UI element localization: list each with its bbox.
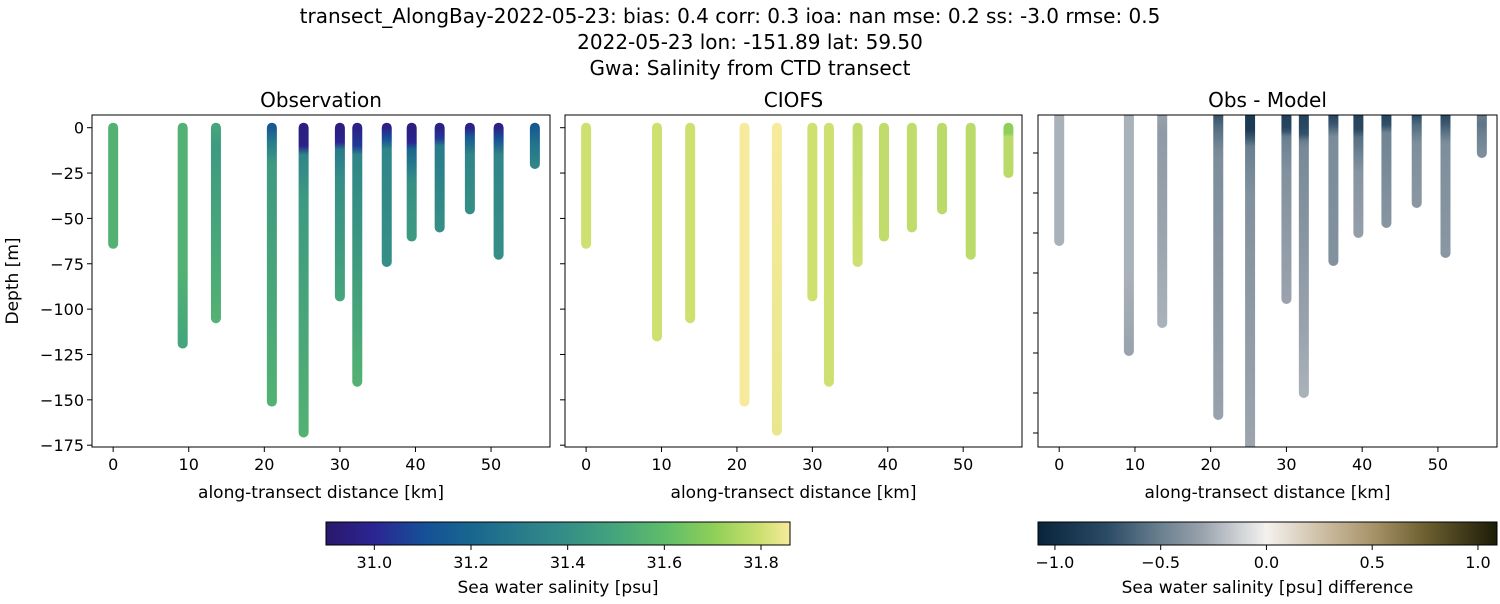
x-tick-label: 40 <box>1352 455 1372 474</box>
colorbar-gradient <box>325 521 791 546</box>
x-tick-label: 40 <box>405 455 425 474</box>
colorbar-tick-label: 31.4 <box>550 553 586 572</box>
panel-ciofs: CIOFS 0 10 20 30 40 50 along-transect distance … <box>560 88 1023 503</box>
x-tick-label: 50 <box>481 455 501 474</box>
axes-frame <box>91 114 551 448</box>
y-tick-label: −100 <box>40 300 84 319</box>
axes-frame <box>1037 114 1498 448</box>
figure-title-line-3: Gwa: Salinity from CTD transect <box>590 56 911 80</box>
colorbar-tick-label: 31.0 <box>357 553 393 572</box>
panel-observation: Observation 0 10 20 30 40 50 0 −25 −50 −75 −100 −125… <box>3 88 551 503</box>
casts <box>581 122 1014 436</box>
colorbar-tick-label: 1.0 <box>1465 553 1490 572</box>
figure-title-line-2: 2022-05-23 lon: -151.89 lat: 59.50 <box>577 30 923 54</box>
colorbar-tick-label: 0.0 <box>1254 553 1279 572</box>
x-tick-label: 10 <box>651 455 671 474</box>
casts <box>108 122 540 438</box>
x-tick-label: 20 <box>254 455 274 474</box>
y-tick-label: −175 <box>40 436 84 455</box>
colorbar-tick-label: −0.5 <box>1141 553 1180 572</box>
colorbar-difference: −1.0 −0.5 0.0 0.5 1.0 Sea water salinity [psu… <box>1035 521 1498 598</box>
x-tick-label: 10 <box>1125 455 1145 474</box>
x-axis-label: along-transect distance [km] <box>1145 483 1391 503</box>
colorbar-tick-label: −1.0 <box>1035 553 1074 572</box>
x-tick-label: 0 <box>581 455 591 474</box>
x-axis-label: along-transect distance [km] <box>198 483 444 503</box>
y-tick-label: −25 <box>50 164 84 183</box>
axes-frame <box>564 114 1023 448</box>
panel-title: Observation <box>260 88 382 112</box>
colorbar-tick-label: 0.5 <box>1359 553 1384 572</box>
x-axis-label: along-transect distance [km] <box>671 483 917 503</box>
colorbar-tick-label: 31.2 <box>453 553 489 572</box>
x-tick-label: 0 <box>108 455 118 474</box>
x-tick-label: 20 <box>1201 455 1221 474</box>
y-tick-label: −75 <box>50 255 84 274</box>
x-tick-label: 50 <box>1428 455 1448 474</box>
casts <box>1054 115 1487 447</box>
x-tick-label: 30 <box>1276 455 1296 474</box>
panel-title: Obs - Model <box>1208 88 1327 112</box>
x-tick-label: 30 <box>330 455 350 474</box>
x-tick-label: 40 <box>878 455 898 474</box>
x-tick-label: 50 <box>953 455 973 474</box>
y-tick-label: −125 <box>40 345 84 364</box>
y-tick-label: 0 <box>74 119 84 138</box>
colorbar-label: Sea water salinity [psu] <box>458 578 659 598</box>
colorbar-tick-label: 31.6 <box>647 553 683 572</box>
y-tick-label: −50 <box>50 209 84 228</box>
panel-obs-model: Obs - Model 0 10 20 30 40 50 along-transect dis… <box>1033 88 1498 503</box>
colorbar-salinity: 31.0 31.2 31.4 31.6 31.8 Sea water salinity [… <box>325 521 791 598</box>
panel-title: CIOFS <box>764 88 823 112</box>
colorbar-gradient <box>1037 521 1498 546</box>
y-tick-label: −150 <box>40 391 84 410</box>
colorbar-tick-label: 31.8 <box>743 553 779 572</box>
x-tick-label: 20 <box>727 455 747 474</box>
colorbar-label: Sea water salinity [psu] difference <box>1122 578 1414 598</box>
x-tick-label: 10 <box>179 455 199 474</box>
figure-title-line-1: transect_AlongBay-2022-05-23: bias: 0.4 … <box>300 4 1161 28</box>
x-tick-label: 0 <box>1054 455 1064 474</box>
y-axis-label: Depth [m] <box>3 237 23 324</box>
x-tick-label: 30 <box>802 455 822 474</box>
